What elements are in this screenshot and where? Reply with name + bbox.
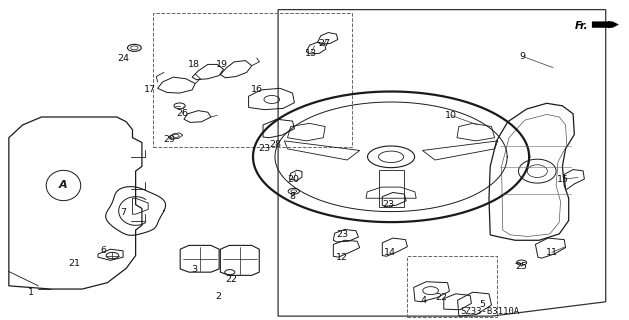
Text: 11: 11 bbox=[546, 248, 558, 257]
Text: 18: 18 bbox=[188, 60, 200, 69]
Text: Fr.: Fr. bbox=[574, 20, 588, 30]
Text: 12: 12 bbox=[336, 253, 348, 262]
Polygon shape bbox=[592, 21, 619, 28]
Text: 4: 4 bbox=[421, 296, 426, 305]
Text: SZ33-B3110A: SZ33-B3110A bbox=[460, 307, 520, 316]
Text: 6: 6 bbox=[101, 246, 107, 255]
Text: 22: 22 bbox=[226, 275, 238, 284]
Text: 17: 17 bbox=[144, 85, 156, 94]
Text: 15: 15 bbox=[557, 175, 569, 184]
Text: 5: 5 bbox=[480, 300, 486, 309]
Text: 7: 7 bbox=[120, 208, 126, 217]
Text: 1: 1 bbox=[28, 288, 34, 297]
Text: 24: 24 bbox=[117, 53, 129, 62]
Text: 29: 29 bbox=[163, 135, 175, 144]
Text: 3: 3 bbox=[191, 265, 197, 275]
Text: 22: 22 bbox=[435, 292, 447, 301]
Text: 14: 14 bbox=[384, 248, 396, 257]
Text: 23: 23 bbox=[259, 144, 270, 153]
Text: 13: 13 bbox=[304, 49, 317, 58]
Text: 27: 27 bbox=[318, 39, 330, 48]
Text: 19: 19 bbox=[216, 60, 228, 69]
Text: 9: 9 bbox=[520, 52, 526, 61]
Text: 21: 21 bbox=[69, 259, 81, 268]
Text: 2: 2 bbox=[216, 292, 221, 301]
Text: A: A bbox=[59, 180, 68, 190]
Text: 26: 26 bbox=[177, 109, 189, 118]
Text: 20: 20 bbox=[288, 175, 300, 184]
Text: 23: 23 bbox=[337, 230, 349, 239]
Text: 16: 16 bbox=[251, 85, 263, 94]
Text: 25: 25 bbox=[516, 262, 528, 271]
Text: 8: 8 bbox=[289, 192, 296, 201]
Text: 10: 10 bbox=[445, 111, 457, 120]
Text: 28: 28 bbox=[269, 140, 281, 148]
Text: 23: 23 bbox=[382, 200, 394, 209]
